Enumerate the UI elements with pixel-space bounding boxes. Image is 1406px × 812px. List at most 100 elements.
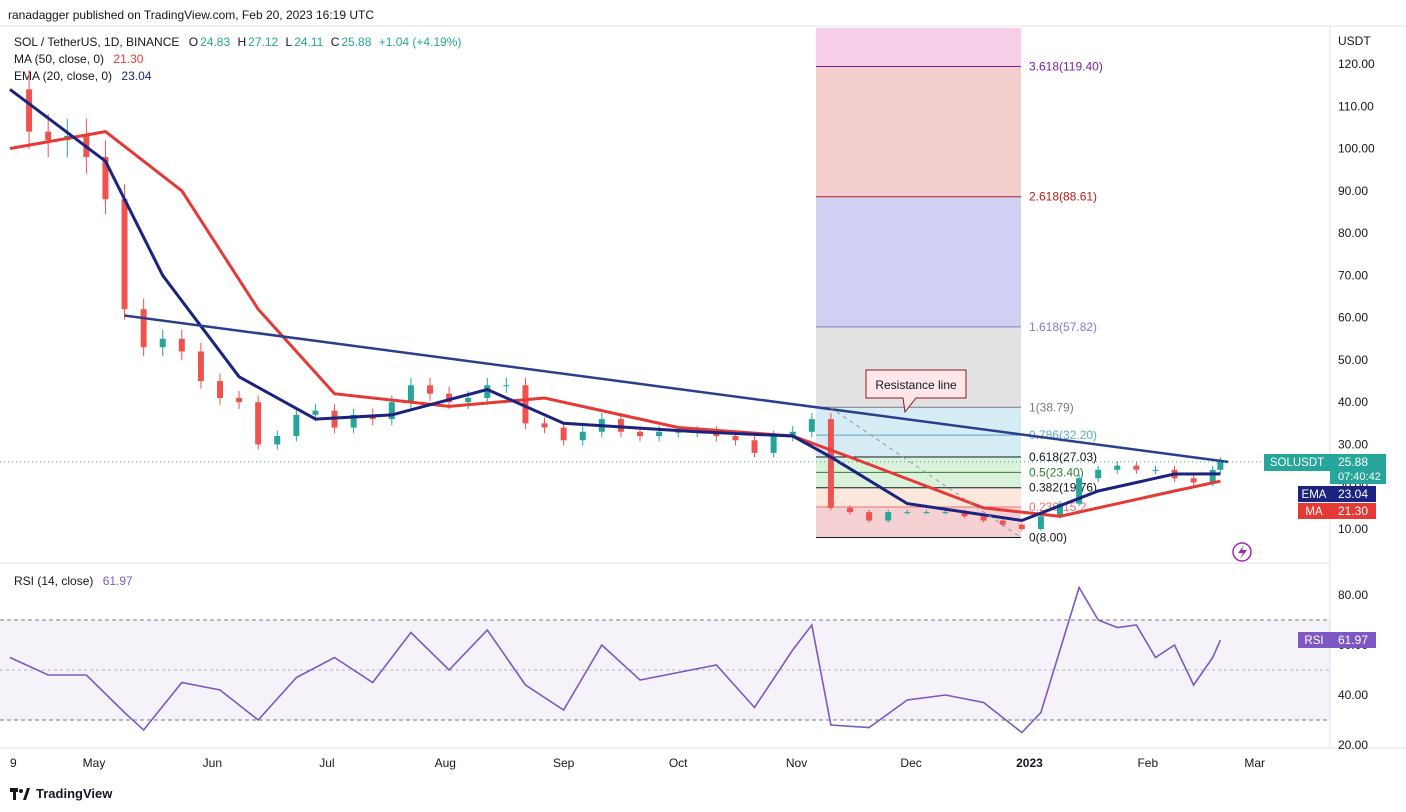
ohlc-row: SOL / TetherUS, 1D, BINANCE O 24.83 H 27.1… <box>14 34 461 51</box>
rsi-badge-group[interactable]: RSI 61.97 <box>1298 632 1376 648</box>
low-label: L <box>285 35 293 49</box>
price-tick-label: 30.00 <box>1338 437 1368 451</box>
ma-legend-row[interactable]: MA (50, close, 0) 21.30 <box>14 51 461 68</box>
candle-body <box>255 402 262 445</box>
ma-badge-value-box <box>1330 503 1376 519</box>
rsi-legend-value: 61.97 <box>102 574 133 588</box>
time-tick-label: Sep <box>553 756 575 770</box>
ma-badge-label: MA <box>1305 506 1323 518</box>
rsi-tick-label: 40.00 <box>1338 688 1368 702</box>
open-label: O <box>188 35 199 49</box>
candle-body <box>1057 503 1063 517</box>
candle-body <box>961 512 968 517</box>
price-badge-group[interactable]: SOLUSDT 25.88 07:40:42 <box>1264 454 1386 484</box>
rsi-badge-value: 61.97 <box>1338 633 1368 647</box>
candle-body <box>541 423 548 428</box>
rsi-badge-value-box <box>1330 632 1376 648</box>
symbol-badge <box>1264 454 1330 471</box>
candle-body <box>427 385 433 394</box>
callout-box <box>865 369 967 414</box>
time-tick-label: 9 <box>10 756 17 770</box>
tradingview-logo-text: TradingView <box>36 786 113 801</box>
price-badge <box>1330 454 1386 484</box>
candle-body <box>159 338 166 348</box>
candle-body <box>656 431 663 436</box>
candle-body <box>847 507 853 513</box>
tradingview-logo-icon <box>10 787 30 800</box>
candle-body <box>178 338 185 352</box>
fib-zone-band <box>816 457 1021 473</box>
price-tick-label: 100.00 <box>1338 142 1375 156</box>
time-tick-label: Nov <box>786 756 807 770</box>
candle-body <box>1209 469 1216 483</box>
candle-body <box>522 385 529 424</box>
time-axis[interactable]: 9 May Jun Jul Aug Sep Oct Nov Dec 2023 Feb Mar <box>10 756 1265 770</box>
ema-badge-group[interactable]: EMA 23.04 <box>1298 486 1376 502</box>
candle-body <box>999 520 1006 525</box>
chart-legend: SOL / TetherUS, 1D, BINANCE O 24.83 H 27.1… <box>14 34 461 85</box>
time-tick-label: Aug <box>435 756 456 770</box>
candle-body <box>770 436 777 453</box>
candle-body <box>808 419 815 432</box>
candle-body <box>637 431 643 436</box>
ma-badge-group[interactable]: MA 21.30 <box>1298 503 1376 519</box>
rsi-line[interactable] <box>9 585 1222 734</box>
ema-badge-label: EMA <box>1302 489 1327 501</box>
fib-zone-band <box>816 472 1021 488</box>
candle-body <box>866 512 873 521</box>
ma50-line[interactable] <box>9 130 1221 518</box>
candle-body <box>45 131 52 141</box>
fib-diagonal <box>829 406 1022 538</box>
candle-body <box>827 419 834 508</box>
open-value: 24.83 <box>200 35 231 49</box>
high-value: 27.12 <box>248 35 279 49</box>
candle-body <box>140 309 147 348</box>
tradingview-logo[interactable]: TradingView <box>10 786 112 801</box>
candle-body <box>942 512 949 514</box>
candle-body <box>102 157 109 200</box>
candle-body <box>1018 524 1025 529</box>
fib-level-label: 0(8.00) <box>1029 530 1067 544</box>
ema-badge-value-box <box>1330 486 1376 502</box>
time-tick-label: Jun <box>203 756 222 770</box>
resistance-callout[interactable]: Resistance line <box>865 369 967 414</box>
ema-badge-value: 23.04 <box>1338 487 1368 501</box>
high-label: H <box>237 35 247 49</box>
ema-badge-label-box <box>1298 486 1330 502</box>
fib-level-label: 0.618(27.03) <box>1029 450 1097 464</box>
candle-body <box>560 427 567 441</box>
publisher-line: ranadagger published on TradingView.com,… <box>8 8 375 22</box>
rsi-band <box>0 620 1330 720</box>
candle-body <box>503 385 510 387</box>
candle-body <box>350 414 357 428</box>
candle-body <box>675 431 682 433</box>
time-tick-label: Mar <box>1244 756 1265 770</box>
candle-body <box>904 512 911 514</box>
resistance-trendline[interactable] <box>124 314 1229 464</box>
candle-body <box>1217 461 1224 470</box>
candle-body <box>446 393 453 403</box>
low-value: 24.11 <box>294 35 324 49</box>
rsi-legend[interactable]: RSI (14, close) 61.97 <box>14 574 133 588</box>
fibonacci-extension[interactable]: 3.618(119.40) 2.618(88.61) 1.618(57.82) 1(3… <box>816 28 1103 544</box>
candle-body <box>197 351 204 382</box>
candle-body <box>217 381 223 398</box>
ema-legend-value: 23.04 <box>121 69 152 83</box>
time-tick-label: 2023 <box>1016 756 1043 770</box>
fib-zone-band <box>816 435 1021 458</box>
fib-level-label: 1.618(57.82) <box>1029 320 1097 334</box>
symbol-title[interactable]: SOL / TetherUS, 1D, BINANCE <box>14 35 180 49</box>
symbol-badge-text: SOLUSDT <box>1270 457 1324 469</box>
time-tick-label: Feb <box>1137 756 1158 770</box>
lightning-icon[interactable] <box>1232 542 1252 562</box>
candle-body <box>293 414 300 436</box>
candle-body <box>751 440 758 453</box>
time-tick-label: Oct <box>669 756 688 770</box>
ema-legend-row[interactable]: EMA (20, close, 0) 23.04 <box>14 68 461 85</box>
candle-body <box>407 385 414 403</box>
fib-zone-band <box>816 506 1021 538</box>
price-tick-label: 50.00 <box>1338 353 1368 367</box>
candle-body <box>388 402 395 420</box>
